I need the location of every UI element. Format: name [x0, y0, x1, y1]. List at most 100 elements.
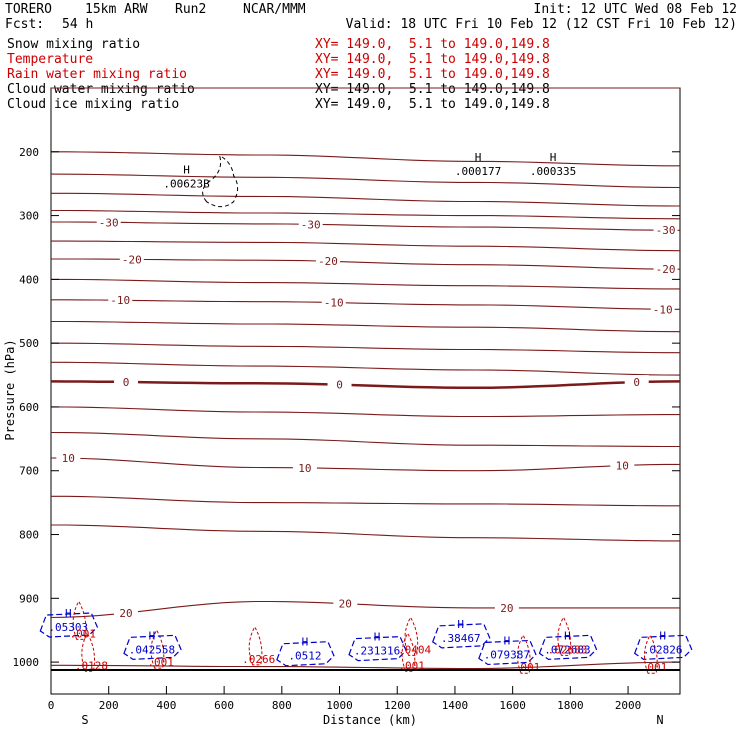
- isotherm-line-11: [51, 221, 681, 231]
- x-tick-label-10: 2000: [615, 699, 642, 712]
- isotherm-label-5-1: 20: [339, 598, 352, 611]
- isotherm-label-bg-5-0: [114, 605, 139, 619]
- cloud-water-contour-0: [39, 612, 99, 638]
- isotherm-label-bg-2-0: [108, 293, 133, 307]
- x-tick-label-9: 1800: [557, 699, 584, 712]
- isotherm-label-4-0: 10: [62, 452, 75, 465]
- isotherm-line-17: [51, 342, 680, 354]
- cloud-water-label-value-4: .38467: [441, 632, 481, 645]
- isotherm-label-bg-0-0: [96, 215, 121, 229]
- isotherm-line-13: [51, 258, 681, 270]
- rain-water-contour-2: [150, 629, 165, 669]
- field-xy-cloud-ice: XY= 149.0, 5.1 to 149.0,149.8: [315, 97, 550, 112]
- y-tick-label-1: 300: [19, 210, 39, 223]
- isotherm-label-5-2: 20: [500, 602, 513, 615]
- isotherm-line-21: [50, 431, 680, 448]
- y-tick-label-7: 900: [19, 592, 39, 605]
- cloud-water-label-value-1: .042558: [129, 643, 175, 656]
- x-tick-label-0: 0: [48, 699, 55, 712]
- isotherm-label-0-1: -30: [301, 218, 321, 231]
- cloud-water-label-value-6: .072683: [544, 643, 590, 656]
- isotherm-line-12: [51, 240, 681, 252]
- isotherm-line-16: [51, 320, 681, 333]
- isotherm-label-bg-4-1: [292, 460, 317, 474]
- isotherm-line-10: [51, 209, 681, 220]
- cloud-water-contour-6: [538, 634, 598, 660]
- isotherm-label-2-2: -10: [653, 303, 673, 316]
- valid-time: Valid: 18 UTC Fri 10 Feb 12 (12 CST Fri …: [345, 17, 737, 32]
- y-tick-label-5: 700: [19, 465, 39, 478]
- field-name-rain: Rain water mixing ratio: [7, 67, 188, 82]
- rain-water-label-value-0: .001: [69, 627, 96, 640]
- cloud-water-contour-1: [123, 634, 182, 660]
- precip-contours: [39, 154, 693, 674]
- cloud-water-label-value-7: .02826: [643, 643, 683, 656]
- high-label-h-2: H: [550, 151, 557, 164]
- high-label-value-2: .000335: [530, 165, 576, 178]
- isotherm-label-bg-0-2: [653, 223, 678, 237]
- cloud-water-label-value-5: .079387: [484, 648, 530, 661]
- x-tick-label-5: 1000: [326, 699, 353, 712]
- isotherm-label-1-2: -20: [656, 263, 676, 276]
- north-end-label: N: [656, 713, 663, 727]
- rain-water-label-value-2: .001: [147, 656, 174, 669]
- y-tick-label-6: 800: [19, 529, 39, 542]
- isotherm-line-25: [50, 600, 680, 619]
- isotherm-label-1-1: -20: [318, 255, 338, 268]
- model-name: TORERO: [5, 2, 52, 17]
- init-time: Init: 12 UTC Wed 08 Feb 12: [533, 2, 738, 17]
- temperature-isotherms: [50, 87, 681, 670]
- field-name-cloud-water: Cloud water mixing ratio: [7, 82, 195, 97]
- isotherm-label-3-1: 0: [336, 379, 343, 392]
- isotherm-line-15: [51, 299, 680, 310]
- rain-water-label-value-3: .0266: [242, 653, 275, 666]
- isotherm-line-23: [51, 495, 680, 507]
- isotherm-line-18: [51, 361, 681, 376]
- high-label-h-1: H: [475, 151, 482, 164]
- cloud-water-label-h-1: H: [149, 629, 156, 642]
- rain-water-contour-7: [557, 616, 572, 656]
- isotherm-label-bg-2-1: [321, 295, 346, 309]
- cloud-water-contour-7: [633, 634, 693, 660]
- isotherm-line-26: [51, 661, 681, 670]
- isotherm-label-bg-5-1: [333, 596, 358, 610]
- x-tick-label-8: 1600: [499, 699, 526, 712]
- isotherm-label-bg-1-0: [119, 252, 144, 266]
- cloud-water-label-value-2: .0512: [288, 650, 321, 663]
- isotherm-line-19: [50, 380, 681, 390]
- isotherm-label-bg-3-0: [114, 374, 139, 388]
- axis-ticks: 0 200 400 600 800 1000 1200 1400 1600 1800 2000200…: [13, 146, 680, 712]
- rain-water-contour-8: [644, 634, 658, 674]
- field-xy-temperature: XY= 149.0, 5.1 to 149.0,149.8: [315, 52, 550, 67]
- rain-water-label-value-4: .0404: [398, 643, 431, 656]
- org-label: NCAR/MMM: [243, 2, 306, 17]
- cloud-water-contour-3: [348, 636, 407, 662]
- x-tick-label-7: 1400: [442, 699, 469, 712]
- high-label-h-0: H: [183, 164, 190, 177]
- cloud-water-contour-2: [276, 641, 335, 667]
- y-tick-label-4: 600: [19, 401, 39, 414]
- isotherm-line-24: [51, 524, 680, 542]
- isotherm-label-bg-3-1: [327, 377, 352, 391]
- forecast-label: Fcst:: [5, 17, 45, 32]
- run-label: Run2: [175, 2, 207, 17]
- isotherm-label-0-0: -30: [99, 216, 119, 229]
- isotherm-label-bg-4-0: [56, 451, 81, 465]
- isotherm-line-9: [51, 192, 681, 207]
- forecast-hour: 54 h: [62, 17, 94, 32]
- high-label-value-1: .000177: [455, 165, 501, 178]
- y-tick-label-2: 400: [19, 273, 39, 286]
- isotherm-line-20: [50, 406, 680, 418]
- isotherm-label-4-1: 10: [298, 462, 311, 475]
- rain-water-contour-6: [517, 634, 531, 674]
- isotherm-label-bg-1-1: [315, 254, 340, 268]
- x-tick-label-2: 400: [156, 699, 176, 712]
- x-axis-label: Distance (km): [323, 713, 417, 727]
- plot-frame: [50, 87, 681, 695]
- snow-contour: [202, 154, 239, 208]
- y-tick-label-3: 500: [19, 337, 39, 350]
- isotherm-label-bg-1-2: [653, 262, 678, 276]
- isotherm-label-bg-3-2: [624, 375, 649, 389]
- cloud-water-label-h-5: H: [504, 634, 511, 647]
